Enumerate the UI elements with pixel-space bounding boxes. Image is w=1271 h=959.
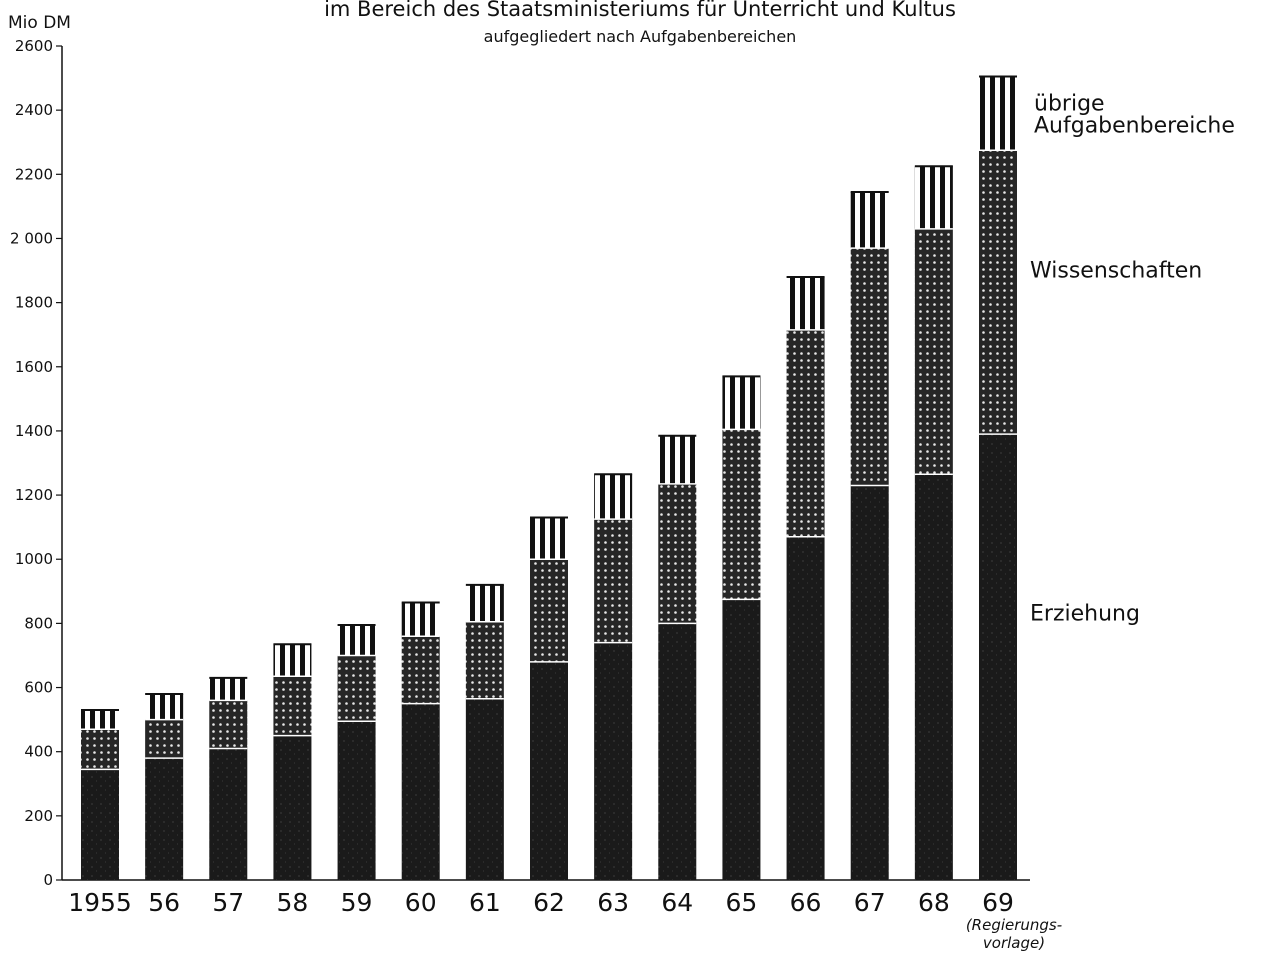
- y-tick-label: 200: [24, 807, 53, 825]
- y-tick-label: 1200: [15, 486, 53, 504]
- bar-segment-wissenschaften: [786, 329, 825, 537]
- y-tick-label: 600: [24, 679, 53, 697]
- x-tick-label: 60: [405, 888, 437, 917]
- bar-segment-uebrige: [465, 584, 504, 622]
- y-tick-label: 1000: [15, 550, 53, 568]
- bar-segment-uebrige: [209, 677, 248, 701]
- x-tick-label: 67: [854, 888, 886, 917]
- x-tick-label: 61: [469, 888, 501, 917]
- bar-segment-wissenschaften: [337, 655, 376, 722]
- y-tick-label: 2 000: [10, 229, 53, 247]
- tick-labels: 0 200 400 600 800 1000 1200 1400 1600 1800 2 000 22…: [10, 37, 1062, 952]
- bar-segment-wissenschaften: [850, 248, 889, 486]
- bar-segment-uebrige: [530, 517, 568, 560]
- y-axis-unit-label: Mio DM: [8, 13, 71, 33]
- bar-segment-uebrige: [81, 709, 119, 730]
- bar-segment-erziehung: [722, 599, 761, 880]
- category-note-line: (Regierungs-: [966, 916, 1062, 934]
- bar-segment-uebrige: [850, 191, 889, 249]
- bar-segment-wissenschaften: [722, 429, 761, 600]
- bar-segment-erziehung: [786, 536, 825, 880]
- bar-segment-wissenschaften: [979, 150, 1017, 435]
- bar-segment-erziehung: [209, 748, 248, 880]
- bar-segment-wissenschaften: [594, 519, 633, 643]
- bar-segment-uebrige: [337, 624, 376, 656]
- x-tick-label: 59: [341, 888, 373, 917]
- x-tick-label: 63: [597, 888, 629, 917]
- y-tick-label: 1400: [15, 422, 53, 440]
- y-tick-label: 2400: [15, 101, 53, 119]
- bar-segment-erziehung: [337, 721, 376, 880]
- series-label-wissenschaften: Wissenschaften: [1030, 258, 1202, 283]
- x-tick-label: 68: [918, 888, 950, 917]
- bar-segment-wissenschaften: [465, 621, 504, 699]
- bar-segment-uebrige: [594, 474, 633, 520]
- bar-segment-uebrige: [273, 644, 312, 677]
- x-tick-label: 57: [212, 888, 244, 917]
- y-tick-label: 1800: [15, 294, 53, 312]
- chart-subtitle: aufgegliedert nach Aufgabenbereichen: [484, 27, 797, 46]
- bar-segment-uebrige: [722, 376, 761, 430]
- series-label-uebrige: Aufgabenbereiche: [1034, 113, 1235, 138]
- bar-segment-uebrige: [401, 602, 440, 637]
- x-tick-label: 66: [790, 888, 822, 917]
- y-tick-label: 800: [24, 614, 53, 632]
- y-tick-label: 0: [43, 871, 53, 889]
- x-tick-label: 58: [277, 888, 309, 917]
- bar-segment-erziehung: [530, 661, 568, 880]
- bar-segment-erziehung: [914, 474, 953, 880]
- bar-segment-wissenschaften: [145, 719, 184, 759]
- bar-segment-wissenschaften: [530, 559, 568, 662]
- bar-segment-erziehung: [465, 698, 504, 880]
- x-tick-label: 65: [726, 888, 758, 917]
- bar-segment-wissenschaften: [401, 636, 440, 704]
- bar-segment-erziehung: [145, 758, 184, 880]
- bar-segment-erziehung: [850, 485, 889, 880]
- bar-segment-uebrige: [979, 76, 1017, 151]
- bar-segment-uebrige: [786, 276, 825, 330]
- bar-segment-erziehung: [658, 623, 697, 880]
- bar-segment-erziehung: [401, 703, 440, 880]
- x-tick-label: 56: [148, 888, 180, 917]
- bar-segment-uebrige: [145, 693, 184, 720]
- series-label-erziehung: Erziehung: [1030, 601, 1140, 626]
- chart-title: im Bereich des Staatsministeriums für Un…: [324, 0, 956, 21]
- bar-segment-wissenschaften: [658, 483, 697, 624]
- series-label-uebrige: übrige: [1034, 91, 1105, 116]
- bar-segment-uebrige: [914, 166, 953, 229]
- bar-segment-wissenschaften: [209, 700, 248, 749]
- bar-segment-erziehung: [594, 642, 633, 880]
- bar-segment-wissenschaften: [81, 729, 119, 770]
- series-labels: Erziehung Wissenschaften übrigeAufgabenber…: [1030, 91, 1235, 626]
- bars: [81, 75, 1017, 880]
- bar-segment-erziehung: [81, 769, 119, 880]
- bar-segment-uebrige: [658, 435, 697, 484]
- bar-segment-wissenschaften: [914, 228, 953, 475]
- y-tick-label: 2600: [15, 37, 53, 55]
- bar-segment-erziehung: [979, 434, 1017, 880]
- x-tick-label: 62: [533, 888, 565, 917]
- x-tick-label: 69: [982, 888, 1014, 917]
- category-note-line: vorlage): [983, 934, 1045, 952]
- y-tick-label: 2200: [15, 165, 53, 183]
- x-tick-label: 1955: [68, 888, 132, 917]
- bar-segment-wissenschaften: [273, 676, 312, 736]
- y-tick-label: 400: [24, 743, 53, 761]
- x-tick-label: 64: [661, 888, 693, 917]
- y-tick-label: 1600: [15, 358, 53, 376]
- bar-segment-erziehung: [273, 735, 312, 880]
